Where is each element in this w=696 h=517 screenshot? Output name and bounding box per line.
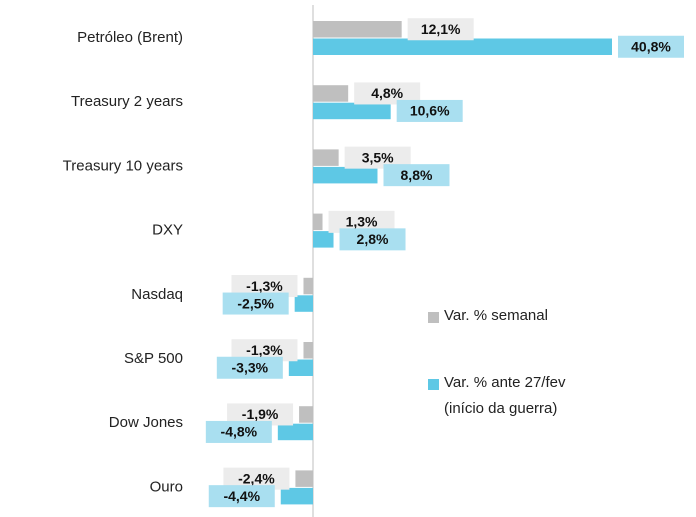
- bar: [288, 359, 313, 376]
- bar: [313, 231, 334, 248]
- data-label-bg: [227, 403, 294, 426]
- data-label: 2,8%: [357, 231, 389, 247]
- data-label-bg: [216, 356, 283, 379]
- data-label-bg: [205, 420, 272, 443]
- category-label: S&P 500: [124, 350, 183, 367]
- data-label: -2,4%: [238, 470, 275, 486]
- data-label-bg: [231, 339, 298, 362]
- category-label: DXY: [152, 222, 183, 239]
- data-label: -1,3%: [246, 342, 283, 358]
- data-label: 1,3%: [346, 214, 378, 230]
- data-label: -1,9%: [242, 406, 279, 422]
- bar: [313, 149, 339, 166]
- bar: [313, 102, 391, 120]
- data-label-bg: [222, 292, 289, 315]
- data-label-bg: [208, 485, 275, 508]
- data-label-bg: [223, 467, 290, 490]
- data-label-bg: [396, 99, 463, 122]
- data-label: 8,8%: [401, 167, 433, 183]
- data-label: -4,4%: [223, 488, 260, 504]
- bar: [313, 21, 402, 38]
- bar: [313, 213, 323, 231]
- bar: [303, 342, 313, 359]
- legend-swatch: [428, 312, 439, 323]
- data-label: 3,5%: [362, 149, 394, 165]
- bar: [280, 487, 313, 505]
- data-label: 12,1%: [421, 21, 461, 37]
- data-label: 40,8%: [631, 38, 671, 54]
- data-label-bg: [339, 228, 406, 251]
- bar: [277, 423, 313, 441]
- legend-label: Var. % ante 27/fev (início da guerra): [444, 374, 566, 417]
- data-label: 10,6%: [410, 103, 450, 119]
- data-label-bg: [618, 35, 684, 58]
- data-label: -2,5%: [237, 295, 274, 311]
- data-label: -3,3%: [232, 359, 269, 375]
- data-label: -1,3%: [246, 278, 283, 294]
- bar: [299, 406, 313, 423]
- data-label-bg: [328, 210, 395, 233]
- data-label-bg: [383, 164, 450, 187]
- legend-entry: Var. % semanal: [428, 307, 609, 329]
- bar: [303, 277, 313, 295]
- category-label: Dow Jones: [109, 414, 183, 431]
- data-label-bg: [354, 82, 421, 105]
- legend-label: Var. % semanal: [444, 307, 548, 324]
- category-label: Petróleo (Brent): [77, 29, 183, 46]
- data-label-bg: [231, 275, 298, 298]
- category-label: Treasury 2 years: [71, 93, 183, 110]
- category-label: Ouro: [150, 478, 183, 495]
- bar: [313, 85, 349, 102]
- data-label: 4,8%: [371, 85, 403, 101]
- legend-swatch: [428, 379, 439, 390]
- bar: [313, 166, 378, 184]
- data-label-bg: [407, 18, 474, 41]
- bar: [294, 295, 313, 312]
- data-label-bg: [344, 146, 411, 169]
- category-label: Nasdaq: [131, 286, 183, 303]
- bar: [313, 38, 612, 55]
- legend-entry: Var. % ante 27/fev (início da guerra): [428, 374, 609, 422]
- category-label: Treasury 10 years: [63, 157, 183, 174]
- bar: [295, 470, 313, 487]
- data-label: -4,8%: [221, 424, 258, 440]
